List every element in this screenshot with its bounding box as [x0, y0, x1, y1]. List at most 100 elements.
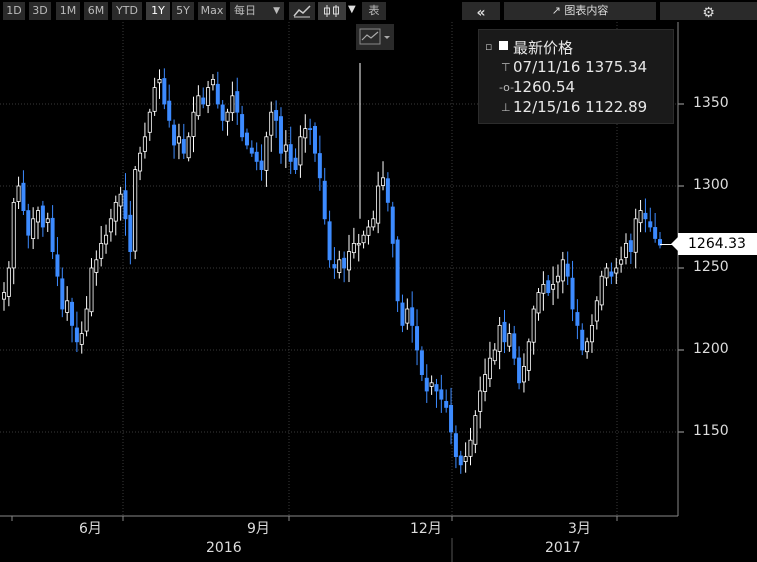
candle — [60, 267, 65, 318]
candle — [196, 85, 201, 120]
chart-content-label: 图表内容 — [564, 4, 609, 17]
candle-body — [585, 341, 590, 353]
study-selector-button[interactable] — [356, 24, 394, 50]
candle — [191, 96, 196, 153]
candle-body — [395, 239, 400, 302]
collapse-panel-button[interactable]: « — [462, 2, 500, 21]
candle — [356, 233, 361, 262]
candle-body — [308, 128, 313, 130]
period-ytd-button[interactable]: YTD — [112, 2, 142, 20]
y-tick-label-1300: 1300 — [693, 177, 729, 193]
candle-body — [570, 277, 575, 310]
candle-body — [512, 333, 517, 359]
candle-body — [347, 251, 352, 271]
candle-body — [439, 389, 444, 400]
candle — [123, 173, 128, 236]
line-chart-button[interactable] — [289, 2, 315, 20]
candle — [249, 140, 254, 157]
candle — [371, 210, 376, 231]
candle-body — [575, 312, 580, 326]
candle — [463, 442, 468, 473]
candle-body — [108, 218, 113, 233]
candle-body — [492, 349, 497, 362]
candle — [79, 321, 84, 354]
candle — [653, 213, 658, 243]
chart-type-dropdown-icon[interactable]: ▼ — [348, 4, 356, 15]
legend-last-value: 1260.54 — [513, 78, 576, 96]
candle-body — [317, 153, 322, 179]
candle-body — [356, 242, 361, 246]
candle — [565, 251, 570, 285]
candle — [181, 123, 186, 159]
period-6m-button[interactable]: 6M — [84, 2, 108, 20]
period-max-button[interactable]: Max — [198, 2, 226, 20]
candle-body — [206, 87, 211, 106]
table-button[interactable]: 表 — [362, 2, 386, 20]
candle-body — [220, 104, 225, 121]
candle-body — [473, 415, 478, 445]
candle-body — [55, 254, 60, 277]
x-month-label-dec: 12月 — [410, 521, 442, 537]
candle-body — [628, 240, 633, 252]
period-1d-button[interactable]: 1D — [3, 2, 25, 20]
candle-body — [376, 185, 381, 224]
candle — [638, 199, 643, 233]
candle-body — [138, 152, 143, 172]
candle — [551, 266, 556, 306]
candle-body — [526, 341, 531, 371]
current-price-badge: 1264.33 — [678, 233, 757, 255]
settings-button[interactable]: ⚙ — [660, 2, 757, 21]
period-5y-button[interactable]: 5Y — [172, 2, 194, 20]
period-1y-button[interactable]: 1Y — [146, 2, 170, 20]
candle — [531, 305, 536, 355]
candle — [400, 294, 405, 333]
candle-body — [21, 182, 26, 211]
candle — [366, 220, 371, 245]
price-legend: ▫ 最新价格 ⊤ 07/11/16 1375.34 -o- 1260.54 ⊥ … — [478, 29, 674, 124]
period-1m-button[interactable]: 1M — [56, 2, 80, 20]
legend-collapse-icon[interactable]: ▫ — [485, 40, 493, 53]
chart-content-icon: ↗ — [551, 4, 561, 17]
candle — [6, 261, 11, 307]
line-chart-icon — [293, 5, 311, 18]
candle — [517, 346, 522, 390]
x-month-label-jun: 6月 — [79, 521, 102, 537]
candle — [235, 77, 240, 125]
chart-content-button[interactable]: ↗ 图表内容 — [504, 2, 656, 20]
candle-body — [240, 114, 245, 138]
candle-body — [123, 190, 128, 220]
candle — [429, 375, 434, 395]
candle — [599, 270, 604, 311]
y-tick-label-1150: 1150 — [693, 423, 729, 439]
candle-body — [546, 280, 551, 294]
y-tick-label-1250: 1250 — [693, 259, 729, 275]
period-3d-button[interactable]: 3D — [29, 2, 51, 20]
legend-square-icon — [499, 41, 508, 50]
candle — [118, 186, 123, 221]
candle — [385, 172, 390, 212]
candle — [444, 389, 449, 413]
x-year-label-2017: 2017 — [545, 540, 581, 556]
candle-body — [142, 136, 147, 152]
candle — [536, 288, 541, 321]
candle — [512, 325, 517, 366]
candle — [152, 77, 157, 116]
candle — [21, 170, 26, 216]
candlestick-button[interactable] — [318, 2, 346, 20]
candle — [322, 167, 327, 225]
candle — [575, 299, 580, 340]
candle — [332, 247, 337, 279]
candle — [376, 171, 381, 234]
candle-body — [6, 267, 11, 297]
candle — [70, 297, 75, 343]
candle — [633, 208, 638, 269]
candle-body — [196, 95, 201, 117]
candle-body — [259, 160, 264, 170]
candle-body — [521, 365, 526, 383]
candle-body — [449, 404, 454, 433]
candle-body — [507, 333, 512, 347]
candle-body — [594, 300, 599, 322]
candle-body — [458, 455, 463, 466]
frequency-select[interactable]: 每日 ▼ — [230, 2, 284, 20]
candle — [555, 264, 560, 299]
